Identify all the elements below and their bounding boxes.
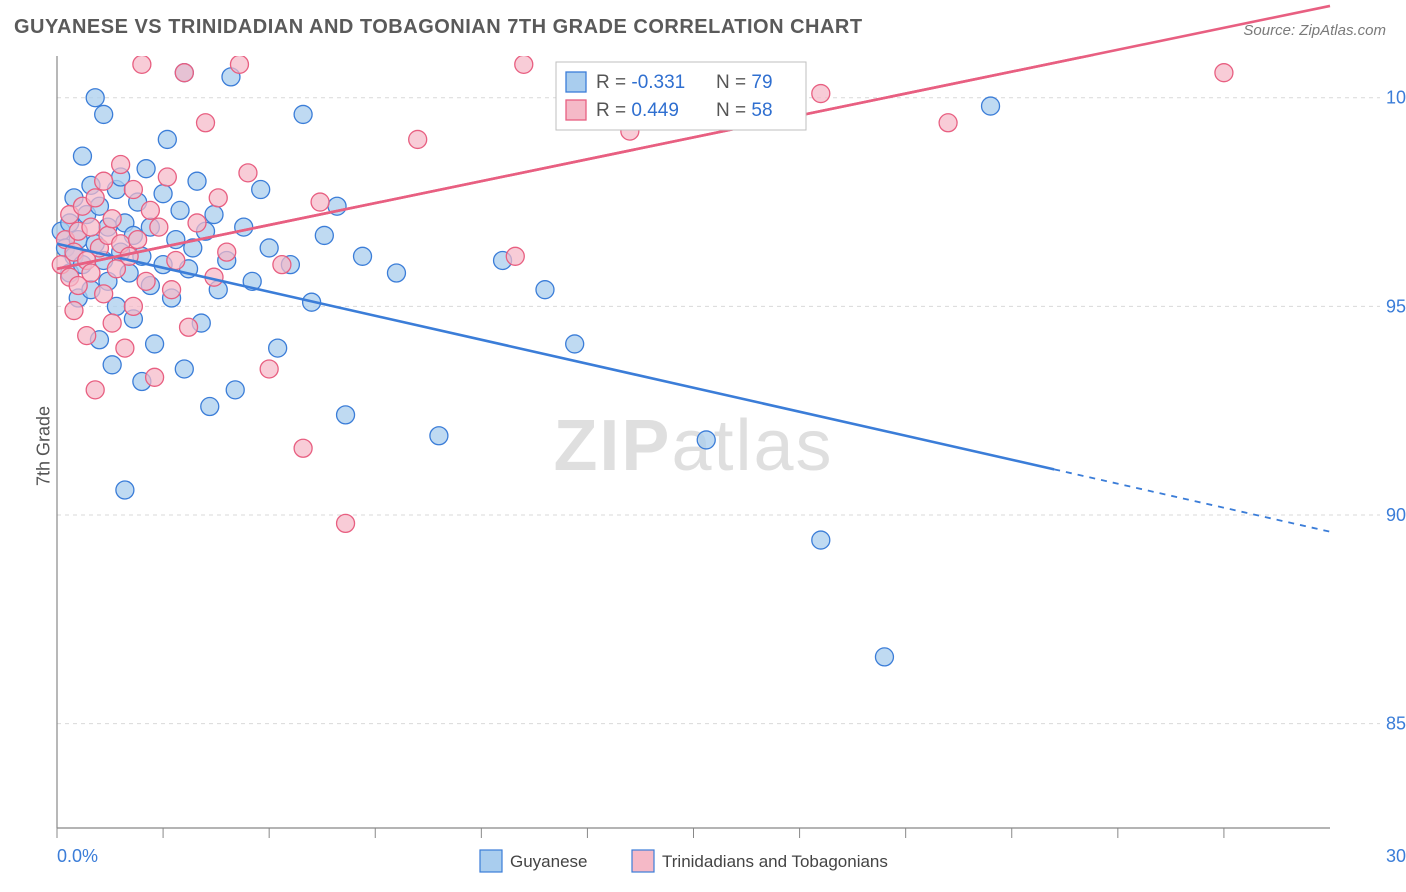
data-point bbox=[95, 285, 113, 303]
data-point bbox=[86, 89, 104, 107]
data-point bbox=[235, 218, 253, 236]
data-point bbox=[812, 531, 830, 549]
data-point bbox=[875, 648, 893, 666]
data-point bbox=[129, 231, 147, 249]
data-point bbox=[124, 297, 142, 315]
data-point bbox=[163, 281, 181, 299]
data-point bbox=[566, 335, 584, 353]
data-point bbox=[982, 97, 1000, 115]
data-point bbox=[311, 193, 329, 211]
data-point bbox=[175, 64, 193, 82]
data-point bbox=[226, 381, 244, 399]
data-point bbox=[201, 398, 219, 416]
data-point bbox=[175, 360, 193, 378]
data-point bbox=[78, 327, 96, 345]
data-point bbox=[294, 439, 312, 457]
data-point bbox=[167, 251, 185, 269]
stat-r: R = 0.449 bbox=[596, 100, 679, 121]
data-point bbox=[409, 130, 427, 148]
data-point bbox=[103, 314, 121, 332]
data-point bbox=[141, 201, 159, 219]
data-point bbox=[154, 185, 172, 203]
data-point bbox=[86, 189, 104, 207]
data-point bbox=[82, 218, 100, 236]
data-point bbox=[430, 427, 448, 445]
y-tick-label: 95.0.0% bbox=[1386, 296, 1406, 316]
data-point bbox=[197, 114, 215, 132]
y-tick-label: 100.0.0% bbox=[1386, 88, 1406, 108]
y-tick-label: 85.0.0% bbox=[1386, 714, 1406, 734]
data-point bbox=[116, 481, 134, 499]
data-point bbox=[506, 247, 524, 265]
data-point bbox=[124, 181, 142, 199]
data-point bbox=[515, 55, 533, 73]
data-point bbox=[536, 281, 554, 299]
legend: Guyanese Trinidadians and Tobagonians bbox=[480, 850, 888, 872]
data-point bbox=[73, 147, 91, 165]
legend-swatch bbox=[632, 850, 654, 872]
data-point bbox=[273, 256, 291, 274]
data-point bbox=[103, 210, 121, 228]
data-point bbox=[337, 514, 355, 532]
data-point bbox=[146, 368, 164, 386]
data-point bbox=[1215, 64, 1233, 82]
stat-r: R = -0.331 bbox=[596, 72, 685, 93]
trend-trinidadian-full bbox=[57, 6, 1330, 269]
data-point bbox=[180, 318, 198, 336]
stat-n: N = 58 bbox=[716, 100, 773, 121]
data-point bbox=[158, 168, 176, 186]
data-point bbox=[315, 226, 333, 244]
data-point bbox=[133, 55, 151, 73]
data-point bbox=[260, 239, 278, 257]
legend-label: Guyanese bbox=[510, 852, 588, 871]
data-point bbox=[337, 406, 355, 424]
watermark: ZIPatlas bbox=[553, 406, 833, 486]
stat-swatch bbox=[566, 100, 586, 120]
data-point bbox=[112, 155, 130, 173]
data-point bbox=[812, 85, 830, 103]
data-point bbox=[65, 302, 83, 320]
data-point bbox=[86, 381, 104, 399]
data-point bbox=[260, 360, 278, 378]
legend-swatch bbox=[480, 850, 502, 872]
data-point bbox=[939, 114, 957, 132]
data-point bbox=[387, 264, 405, 282]
data-point bbox=[116, 339, 134, 357]
stat-n: N = 79 bbox=[716, 72, 773, 93]
x-tick-right: 30.0% bbox=[1386, 846, 1406, 866]
data-point bbox=[354, 247, 372, 265]
data-point bbox=[158, 130, 176, 148]
data-point bbox=[230, 55, 248, 73]
data-point bbox=[209, 189, 227, 207]
data-point bbox=[95, 105, 113, 123]
stat-swatch bbox=[566, 72, 586, 92]
data-point bbox=[188, 214, 206, 232]
series-guyanese bbox=[52, 64, 999, 666]
data-point bbox=[103, 356, 121, 374]
data-point bbox=[697, 431, 715, 449]
data-point bbox=[137, 272, 155, 290]
data-point bbox=[269, 339, 287, 357]
data-point bbox=[82, 264, 100, 282]
data-point bbox=[239, 164, 257, 182]
data-point bbox=[171, 201, 189, 219]
data-point bbox=[252, 181, 270, 199]
data-point bbox=[95, 172, 113, 190]
data-point bbox=[205, 206, 223, 224]
legend-label: Trinidadians and Tobagonians bbox=[662, 852, 888, 871]
trend-guyanese-extrapolated bbox=[1054, 469, 1330, 531]
data-point bbox=[294, 105, 312, 123]
data-point bbox=[146, 335, 164, 353]
correlation-chart: 85.0.0% 90.0.0% 95.0.0% 100.0.0% 0.0% 30.0% ZI… bbox=[0, 0, 1406, 892]
data-point bbox=[137, 160, 155, 178]
data-point bbox=[150, 218, 168, 236]
y-tick-label: 90.0.0% bbox=[1386, 505, 1406, 525]
data-point bbox=[218, 243, 236, 261]
x-tick-left: 0.0% bbox=[57, 846, 98, 866]
data-point bbox=[188, 172, 206, 190]
correlation-stats: R = -0.331 N = 79 R = 0.449 N = 58 bbox=[556, 62, 806, 130]
